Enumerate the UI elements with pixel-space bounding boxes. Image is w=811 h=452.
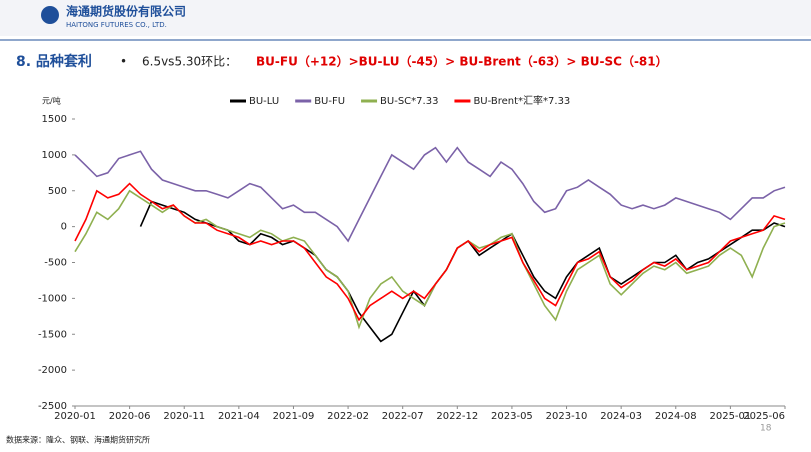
x-tick-label: 2022-12 xyxy=(436,411,478,422)
x-tick-label: 2022-02 xyxy=(327,411,369,422)
x-tick-label: 2023-10 xyxy=(546,411,588,422)
logo xyxy=(41,6,59,24)
bullet: • xyxy=(120,55,127,69)
y-tick-label: -2500 xyxy=(38,401,67,412)
x-tick-label: 2021-04 xyxy=(218,411,260,422)
y-tick-label: -2000 xyxy=(38,365,67,376)
legend-label: BU-FU xyxy=(314,96,345,107)
y-tick-label: -1000 xyxy=(38,293,67,304)
bullet-lead: 6.5vs5.30环比： xyxy=(142,55,237,69)
header-band xyxy=(0,0,811,36)
x-tick-label: 2020-11 xyxy=(163,411,205,422)
legend-label: BU-SC*7.33 xyxy=(380,96,438,107)
y-tick-label: -500 xyxy=(44,258,67,269)
x-tick-label: 2023-05 xyxy=(491,411,533,422)
series-line xyxy=(74,146,786,243)
y-unit: 元/吨 xyxy=(42,96,61,106)
company: 海通期货股份有限公司 xyxy=(66,4,186,19)
y-tick-label: 500 xyxy=(48,186,67,197)
series-line xyxy=(74,182,786,322)
y-tick-label: 0 xyxy=(61,222,67,233)
x-tick-label: 2021-09 xyxy=(273,411,315,422)
section-title: 8. 品种套利 xyxy=(16,53,92,70)
company-en: HAITONG FUTURES CO., LTD. xyxy=(66,21,167,29)
x-tick-label: 2020-06 xyxy=(109,411,151,422)
x-tick-label: 2020-01 xyxy=(54,411,96,422)
y-tick-label: -1500 xyxy=(38,329,67,340)
x-tick-label: 2025-06 xyxy=(743,411,785,422)
page-number: 18 xyxy=(760,424,772,434)
y-tick-label: 1500 xyxy=(42,114,67,125)
series-line xyxy=(139,200,786,343)
y-tick-label: 1000 xyxy=(42,150,67,161)
x-tick-label: 2024-03 xyxy=(600,411,642,422)
source: 数据来源：隆众、钢联、海通期货研究所 xyxy=(6,435,150,445)
x-tick-label: 2024-08 xyxy=(655,411,697,422)
legend-label: BU-Brent*汇率*7.33 xyxy=(473,94,570,107)
bullet-highlight: BU-FU（+12）>BU-LU（-45）> BU-Brent（-63）> BU… xyxy=(256,54,668,69)
legend-label: BU-LU xyxy=(249,96,279,107)
x-tick-label: 2025-01 xyxy=(709,411,751,422)
x-tick-label: 2022-07 xyxy=(382,411,424,422)
